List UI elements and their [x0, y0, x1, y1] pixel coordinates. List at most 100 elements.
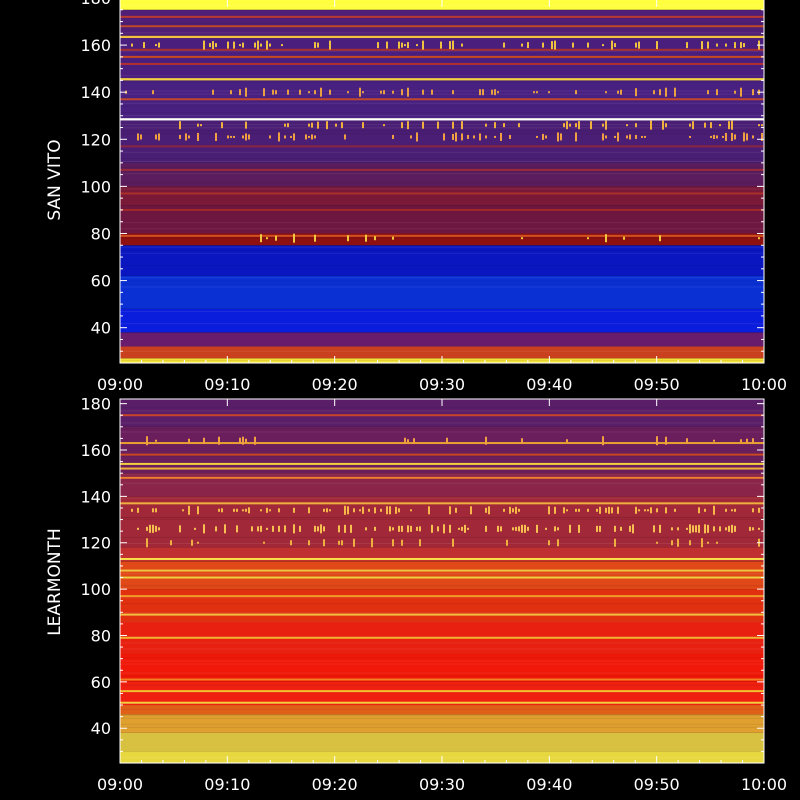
texture-line	[120, 188, 764, 190]
burst-0	[518, 526, 520, 532]
burst-0	[305, 134, 307, 140]
burst-0	[311, 134, 313, 140]
burst-0	[158, 527, 160, 531]
burst-2	[422, 89, 424, 95]
burst-2	[299, 89, 301, 95]
burst-2	[707, 90, 709, 95]
texture-line	[120, 621, 764, 623]
y-tick-label: 120	[80, 534, 111, 553]
burst-4	[266, 237, 268, 240]
burst-2	[359, 87, 361, 97]
burst-0	[278, 525, 280, 532]
burst-3	[740, 42, 742, 49]
burst-1	[590, 121, 592, 130]
texture-line	[120, 246, 764, 248]
burst-2	[740, 439, 742, 443]
burst-3	[317, 42, 319, 48]
burst-0	[542, 133, 544, 140]
x-tick-label: 10:00	[741, 775, 787, 794]
burst-0	[155, 134, 157, 140]
texture-line	[120, 252, 764, 254]
burst-0	[614, 525, 616, 532]
texture-line	[120, 310, 764, 312]
burst-3	[587, 42, 589, 48]
burst-3	[143, 42, 145, 49]
burst-1	[293, 507, 295, 513]
burst-2	[482, 89, 484, 96]
burst-0	[458, 527, 460, 530]
burst-1	[380, 508, 382, 512]
texture-line	[120, 407, 764, 409]
burst-0	[284, 525, 286, 533]
burst-3	[392, 539, 394, 547]
burst-0	[224, 524, 226, 534]
texture-line	[120, 726, 764, 728]
texture-line	[120, 482, 764, 484]
burst-0	[641, 135, 643, 138]
burst-2	[275, 90, 277, 95]
burst-2	[392, 90, 394, 94]
burst-0	[467, 527, 469, 530]
burst-3	[449, 41, 451, 50]
burst-3	[254, 42, 256, 48]
burst-1	[488, 506, 490, 515]
burst-2	[239, 437, 241, 444]
texture-line	[120, 90, 764, 92]
burst-1	[728, 121, 730, 130]
burst-2	[446, 437, 448, 444]
burst-0	[179, 134, 181, 139]
burst-0	[203, 524, 205, 534]
burst-1	[308, 123, 310, 127]
burst-1	[554, 506, 556, 514]
burst-0	[416, 132, 418, 142]
band-1	[120, 346, 764, 359]
texture-line	[120, 249, 764, 251]
burst-0	[734, 134, 736, 140]
burst-3	[203, 40, 205, 50]
burst-0	[692, 525, 694, 533]
burst-1	[605, 507, 607, 513]
burst-1	[152, 508, 154, 513]
burst-0	[671, 527, 673, 531]
burst-4	[275, 235, 277, 241]
burst-0	[494, 135, 496, 138]
burst-3	[542, 42, 544, 48]
burst-1	[626, 124, 628, 127]
burst-1	[650, 120, 652, 130]
burst-1	[617, 506, 619, 514]
texture-line	[120, 151, 764, 153]
burst-3	[602, 44, 604, 47]
texture-line	[120, 286, 764, 288]
burst-0	[515, 526, 517, 531]
burst-0	[569, 524, 571, 533]
burst-2	[212, 89, 214, 95]
burst-3	[716, 43, 718, 47]
burst-3	[452, 538, 454, 547]
burst-1	[758, 124, 760, 127]
burst-0	[242, 135, 244, 139]
burst-2	[239, 89, 241, 96]
burst-0	[713, 526, 715, 532]
burst-0	[758, 527, 760, 530]
band-5	[120, 245, 764, 276]
burst-1	[398, 508, 400, 513]
burst-0	[155, 525, 157, 532]
burst-0	[485, 135, 487, 139]
y-tick-label: 60	[91, 272, 111, 291]
burst-2	[320, 87, 322, 97]
burst-1	[137, 507, 139, 513]
burst-4	[347, 235, 349, 242]
burst-0	[512, 527, 514, 531]
burst-0	[761, 132, 763, 141]
texture-line	[120, 642, 764, 644]
texture-line	[120, 561, 764, 563]
burst-3	[419, 539, 421, 547]
x-tick-label: 09:50	[634, 775, 680, 794]
burst-1	[131, 508, 133, 512]
texture-line	[120, 708, 764, 710]
burst-0	[614, 135, 616, 138]
learmonth-ticks	[119, 399, 765, 763]
burst-3	[158, 42, 160, 48]
burst-0	[521, 524, 523, 533]
texture-line	[120, 160, 764, 162]
